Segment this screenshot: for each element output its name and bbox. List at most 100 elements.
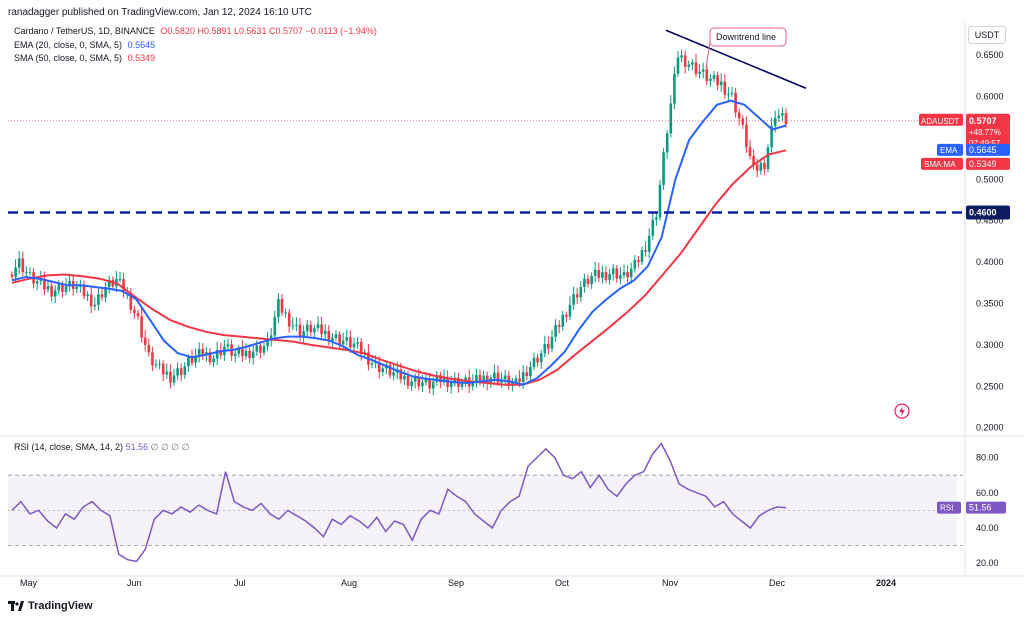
candle-body — [626, 272, 629, 278]
candle — [611, 264, 615, 281]
candle — [122, 272, 125, 298]
candle — [331, 332, 334, 347]
candle — [712, 70, 716, 83]
quote-currency-badge[interactable]: USDT — [968, 26, 1006, 44]
candle-body — [237, 348, 241, 354]
candle — [165, 363, 169, 379]
candle-body — [435, 375, 439, 382]
price-axis-tick-0: 0.6500 — [976, 50, 1004, 60]
candle — [647, 228, 651, 259]
candle — [352, 337, 356, 351]
candle-body — [169, 371, 172, 383]
candle-body — [107, 279, 111, 287]
candle-body — [104, 286, 107, 298]
candle — [615, 265, 619, 283]
time-axis-tick-6: Nov — [662, 578, 679, 588]
candle — [770, 117, 773, 153]
downtrend-label: Downtrend line — [716, 32, 776, 42]
candle — [248, 344, 251, 363]
candle — [557, 319, 561, 334]
candle-body — [572, 294, 575, 305]
candle — [583, 273, 586, 293]
ema-legend: EMA (20, close, 0, SMA, 5) 0.5645 — [14, 40, 155, 50]
candle — [701, 62, 705, 79]
candle-body — [277, 298, 280, 318]
candle — [633, 255, 637, 273]
alert-lightning-icon — [894, 403, 910, 419]
candle — [547, 336, 550, 355]
candle — [532, 352, 536, 371]
candle — [493, 364, 496, 384]
candle — [161, 360, 165, 382]
candle — [273, 310, 277, 340]
candle-body — [748, 147, 752, 156]
price-axis-tick-3: 0.5000 — [976, 174, 1004, 184]
price-axis-tick-4: 0.4500 — [976, 216, 1004, 226]
candle — [68, 273, 71, 292]
candle — [626, 265, 629, 283]
candle-body — [655, 217, 658, 220]
candle-body — [521, 372, 525, 383]
candle — [291, 317, 295, 331]
candle — [561, 310, 565, 331]
candle-body — [770, 125, 773, 148]
candle — [410, 377, 413, 391]
candle-body — [251, 351, 255, 359]
candle-body — [320, 324, 323, 335]
candle-body — [129, 292, 133, 310]
candle-body — [14, 267, 17, 277]
candle-body — [17, 258, 21, 268]
candle — [10, 271, 14, 280]
time-axis-tick-5: Oct — [555, 578, 570, 588]
candle — [50, 280, 53, 302]
candle-body — [669, 103, 673, 134]
candle-body — [608, 274, 611, 280]
candle — [741, 115, 745, 129]
candle-body — [356, 342, 359, 344]
candle-body — [406, 375, 410, 386]
candle-body — [723, 81, 727, 95]
rsi-axis-tick-1: 60.00 — [976, 488, 999, 498]
candle — [320, 316, 323, 340]
candle-body — [755, 164, 759, 171]
candle-body — [705, 69, 709, 81]
candle-body — [154, 364, 158, 366]
candle — [86, 291, 89, 302]
candle — [323, 324, 327, 341]
lightning-glyph — [899, 406, 905, 417]
last-price-countdown: 07:49:57 — [969, 139, 1001, 148]
candle — [25, 266, 28, 278]
candle-body — [331, 337, 334, 342]
candle-body — [298, 324, 302, 338]
candle — [435, 371, 439, 386]
candle-body — [640, 249, 644, 262]
ema-tag-value: 0.5645 — [969, 145, 997, 155]
candle-body — [665, 133, 669, 153]
candle — [226, 338, 230, 350]
candle-body — [421, 382, 424, 387]
candle-body — [777, 115, 781, 119]
candle — [194, 348, 197, 368]
candle — [601, 265, 604, 284]
ema-tag-value-bg — [966, 143, 1010, 156]
candle-body — [75, 286, 79, 290]
candle-body — [215, 350, 219, 359]
candle-body — [698, 71, 701, 74]
candle-body — [763, 163, 766, 169]
candle-body — [662, 152, 665, 185]
candle — [158, 359, 161, 370]
candle — [259, 341, 262, 359]
candle-body — [752, 155, 755, 165]
candle-body — [244, 350, 248, 357]
candle — [604, 266, 608, 284]
candle — [17, 250, 21, 275]
candle-body — [482, 375, 485, 383]
candle — [14, 259, 17, 282]
candle-body — [338, 334, 341, 345]
candle — [550, 330, 554, 352]
candle — [143, 330, 147, 352]
candle-body — [431, 381, 435, 389]
candle-body — [619, 275, 622, 279]
candle — [691, 59, 694, 71]
